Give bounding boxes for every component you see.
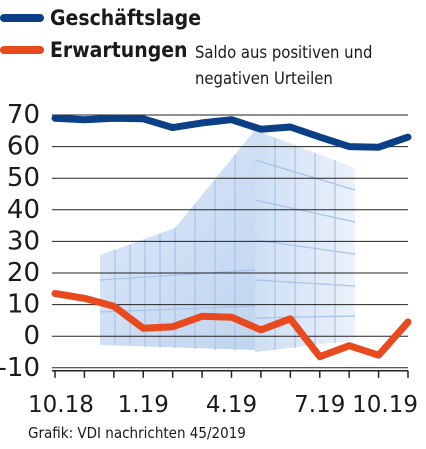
data-point — [171, 325, 175, 329]
y-tick-label: 50 — [7, 163, 40, 193]
data-point — [112, 116, 116, 120]
data-point — [377, 145, 381, 149]
data-point — [230, 118, 233, 122]
data-point — [377, 353, 381, 357]
y-tick-label: -10 — [0, 353, 40, 383]
y-tick-label: 70 — [7, 100, 40, 130]
data-point — [318, 135, 322, 139]
data-point — [288, 317, 292, 321]
chart-subtitle: Saldo aus positiven und negativen Urteil… — [195, 43, 373, 88]
data-point — [347, 344, 351, 348]
legend-label-geschaeftslage: Geschäftslage — [50, 6, 202, 30]
y-tick-label: 40 — [7, 195, 40, 225]
data-point — [230, 315, 233, 319]
x-axis: 10.18 1.19 4.19 7.19 10.19 — [28, 370, 418, 418]
data-point — [288, 125, 292, 129]
x-tick-label: 10.18 — [28, 392, 94, 418]
series-line-0 — [51, 114, 412, 151]
x-tick-label: 7.19 — [294, 392, 345, 418]
y-tick-label: 10 — [7, 290, 40, 320]
series-lines — [51, 114, 412, 361]
x-tick-label: 1.19 — [118, 392, 169, 418]
data-point — [318, 355, 322, 359]
data-point — [82, 296, 86, 300]
data-point — [259, 328, 263, 332]
data-point — [112, 304, 116, 308]
data-point — [141, 326, 145, 330]
data-point — [53, 116, 57, 120]
data-point — [406, 135, 410, 139]
data-point — [82, 118, 86, 122]
legend-label-erwartungen: Erwartungen — [50, 38, 188, 62]
y-tick-label: 20 — [7, 258, 40, 288]
data-point — [347, 145, 351, 149]
data-point — [406, 320, 410, 324]
data-point — [200, 121, 204, 125]
data-point — [200, 314, 204, 318]
legend-item-geschaeftslage: Geschäftslage — [0, 6, 201, 30]
data-point — [53, 292, 57, 296]
y-tick-label: 60 — [7, 132, 40, 162]
legend-item-erwartungen: Erwartungen — [0, 38, 187, 62]
data-point — [171, 126, 175, 130]
chart-credit: Grafik: VDI nachrichten 45/2019 — [28, 424, 246, 442]
legend-swatch-geschaeftslage — [0, 14, 44, 22]
x-tick-label: 4.19 — [206, 392, 257, 418]
y-tick-label: 0 — [23, 321, 40, 351]
x-tick-label: 10.19 — [352, 392, 418, 418]
y-tick-label: 30 — [7, 226, 40, 256]
data-point — [141, 117, 145, 121]
legend-swatch-erwartungen — [0, 46, 44, 54]
data-point — [259, 127, 263, 131]
